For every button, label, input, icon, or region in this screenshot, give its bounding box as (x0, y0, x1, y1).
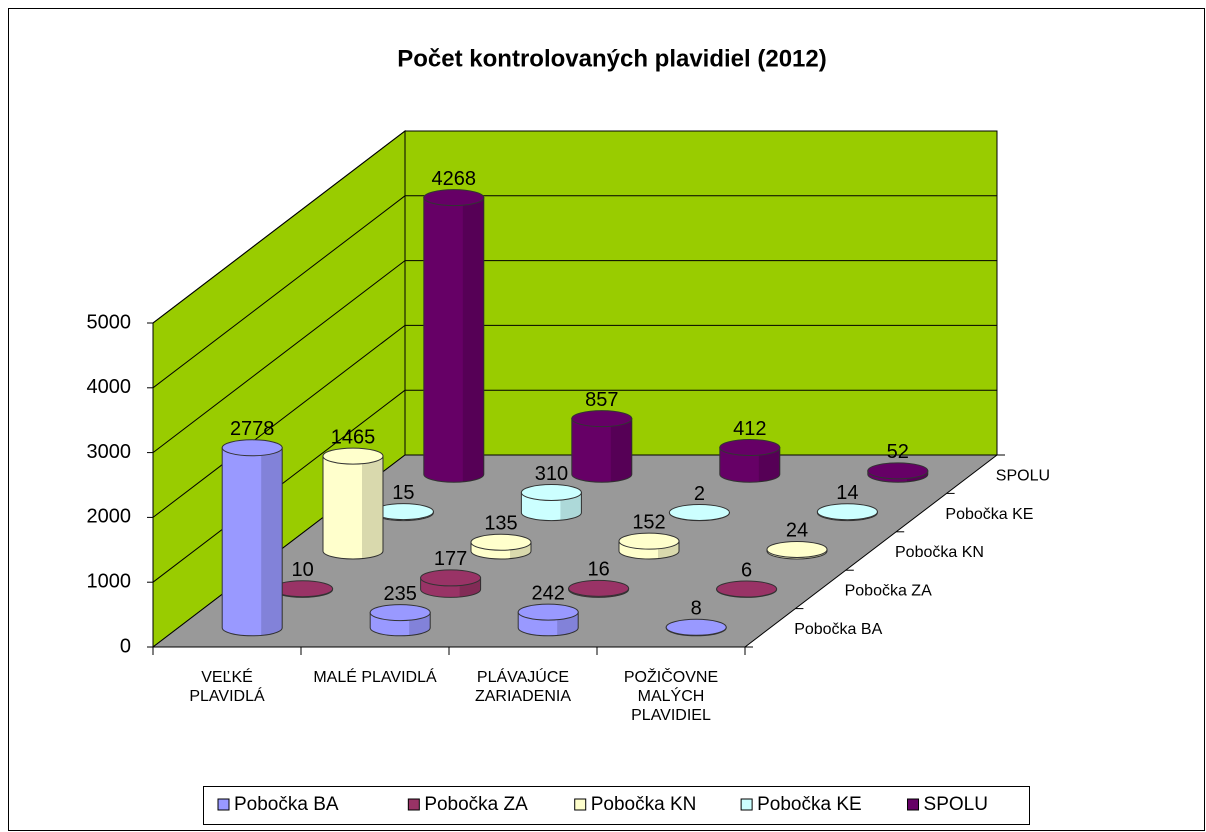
cylinder-top (719, 439, 781, 457)
legend-box (203, 786, 1030, 825)
legend-label: Pobočka BA (234, 794, 339, 815)
value-label: 2778 (230, 418, 275, 440)
x-tick-label: POŽIČOVNE MALÝCH PLAVIDIEL (623, 669, 719, 724)
depth-label: Pobočka BA (794, 621, 882, 638)
grid-line (152, 325, 406, 518)
grid-line (152, 195, 406, 389)
cylinder-top (665, 618, 727, 636)
legend-swatch (407, 798, 420, 811)
y-tick-label: 0 (120, 635, 131, 657)
cylinder-body (719, 447, 781, 483)
value-label: 16 (587, 559, 609, 581)
x-tick-label: PLÁVAJÚCE ZARIADENIA (474, 669, 571, 705)
value-label: 857 (585, 389, 618, 411)
value-label: 14 (836, 482, 858, 504)
back-wall (404, 130, 998, 456)
value-label: 10 (291, 559, 313, 581)
legend-swatch (740, 798, 753, 811)
y-tick-label: 4000 (87, 376, 132, 398)
legend-swatch (574, 798, 587, 811)
cylinder-shade (462, 197, 484, 482)
y-tick-label: 1000 (87, 570, 132, 592)
legend-swatch (217, 798, 230, 811)
cylinder-shade (758, 447, 780, 482)
value-label: 1465 (331, 426, 376, 448)
value-label: 15 (392, 482, 414, 504)
cylinder-top (618, 532, 680, 550)
value-label: 6 (741, 559, 752, 581)
cylinder-top (766, 540, 828, 558)
chart-title: Počet kontrolovaných plavidiel (2012) (397, 45, 826, 72)
cylinder-top (517, 603, 579, 621)
depth-label: Pobočka KE (945, 506, 1033, 523)
cylinder-body (221, 447, 283, 637)
x-tick-label: VEĽKÉ PLAVIDLÁ (189, 669, 265, 705)
cylinder-body (571, 418, 633, 483)
value-label: 8 (691, 598, 702, 620)
value-label: 177 (434, 548, 467, 570)
cylinder-shade (610, 418, 632, 482)
value-label: 152 (632, 511, 665, 533)
legend-label: Pobočka KN (591, 794, 697, 815)
cylinder-top (322, 447, 384, 465)
cylinder-top (867, 462, 929, 480)
cylinder-top (420, 569, 482, 587)
cylinder-top (571, 410, 633, 428)
cylinder-top (520, 484, 582, 502)
cylinder-top (369, 604, 431, 622)
legend-label: Pobočka ZA (424, 794, 528, 815)
value-label: 135 (484, 513, 517, 535)
value-label: 235 (384, 583, 417, 605)
grid-line (152, 260, 406, 453)
value-label: 242 (532, 582, 565, 604)
depth-label: Pobočka KN (895, 544, 984, 561)
value-label: 412 (733, 418, 766, 440)
cylinder-top (423, 189, 485, 207)
cylinder-shade (362, 456, 383, 559)
depth-label: SPOLU (996, 467, 1050, 484)
value-label: 310 (535, 463, 568, 485)
legend-label: SPOLU (924, 794, 988, 815)
grid-line (152, 130, 406, 324)
cylinder-top (470, 533, 532, 551)
cylinder-top (221, 439, 283, 457)
cylinder-top (816, 503, 878, 521)
y-tick-label: 5000 (87, 311, 132, 333)
value-label: 52 (887, 441, 909, 463)
cylinder-top (716, 580, 778, 598)
legend-swatch (907, 798, 920, 811)
value-label: 24 (786, 520, 808, 542)
cylinder-top (668, 503, 730, 521)
x-tick-label: MALÉ PLAVIDLÁ (313, 669, 437, 686)
depth-label: Pobočka ZA (845, 583, 932, 600)
value-label: 2 (694, 483, 705, 505)
cylinder-body (423, 197, 485, 483)
y-tick-label: 2000 (87, 506, 132, 528)
cylinder-shade (261, 447, 283, 636)
value-label: 4268 (432, 168, 477, 190)
cylinder-top (568, 579, 630, 597)
legend-label: Pobočka KE (757, 794, 862, 815)
cylinder-body (322, 455, 384, 560)
y-tick-label: 3000 (87, 441, 132, 463)
